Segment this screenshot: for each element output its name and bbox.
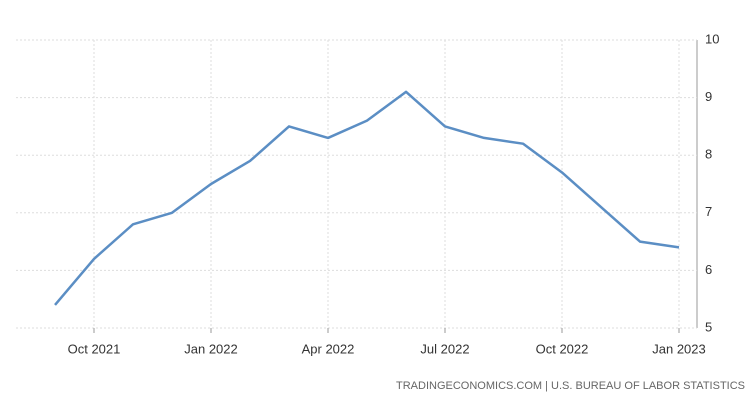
y-tick-label: 6	[705, 262, 712, 277]
line-series	[54, 90, 680, 306]
x-tick-label: Apr 2022	[302, 341, 355, 356]
x-tick-label: Oct 2021	[68, 341, 121, 356]
x-tick-label: Jan 2022	[184, 341, 238, 356]
y-tick-label: 5	[705, 319, 712, 334]
y-tick-label: 10	[705, 31, 719, 46]
x-tick-label: Jan 2023	[652, 341, 706, 356]
source: TRADINGECONOMICS.COM | U.S. BUREAU OF LA…	[396, 380, 745, 392]
y-tick-label: 9	[705, 89, 712, 104]
y-tick-label: 8	[705, 147, 712, 162]
x-tick-label: Oct 2022	[536, 341, 589, 356]
x-tick-label: Jul 2022	[420, 341, 469, 356]
y-tick-label: 7	[705, 204, 712, 219]
